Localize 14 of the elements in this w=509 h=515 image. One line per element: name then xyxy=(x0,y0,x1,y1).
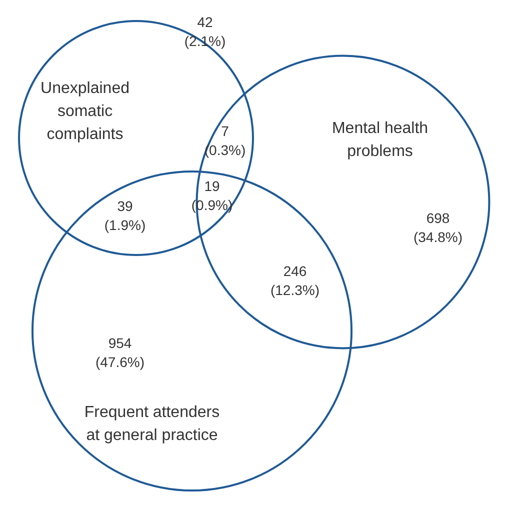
text: (1.9%) xyxy=(104,217,146,233)
text: Unexplained somatic complaints xyxy=(40,80,130,143)
data-label: 954 xyxy=(108,335,132,351)
data-label: 39 xyxy=(117,198,133,214)
data-label: 246 xyxy=(283,263,307,279)
data-label: 19 xyxy=(204,178,220,194)
data-label: 7 xyxy=(221,123,230,139)
text: (12.3%) xyxy=(270,282,320,298)
text: (34.8%) xyxy=(413,229,463,245)
data-label: 698 xyxy=(426,210,450,226)
text: Frequent attenders at general practice xyxy=(84,404,220,444)
data-label: 42 xyxy=(197,14,213,30)
text: (47.6%) xyxy=(95,354,145,370)
text: Mental health problems xyxy=(332,120,428,160)
